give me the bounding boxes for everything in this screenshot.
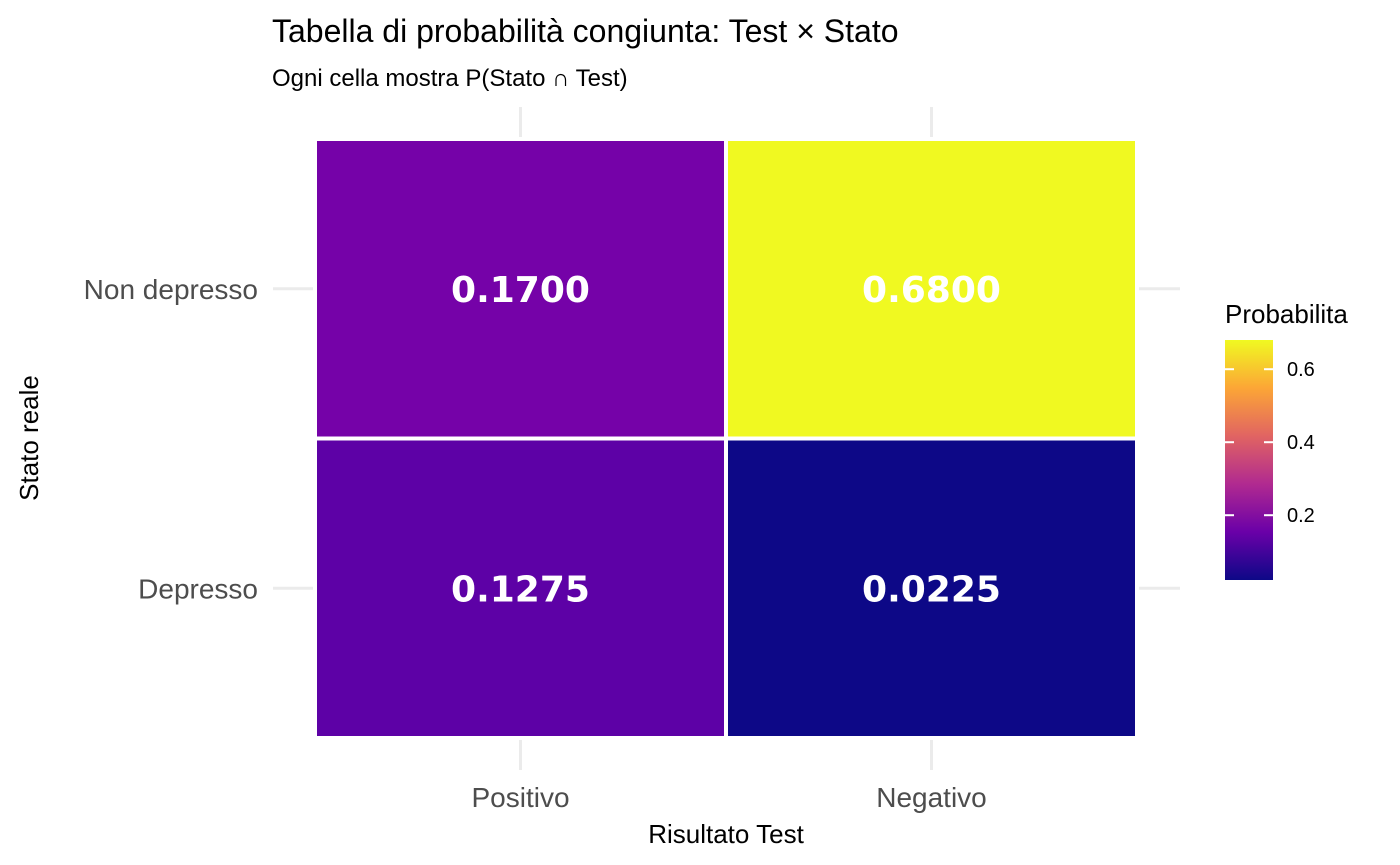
x-tick-label: Positivo (471, 782, 569, 813)
y-tick-label: Depresso (138, 573, 258, 604)
chart-subtitle: Ogni cella mostra P(Stato ∩ Test) (272, 65, 628, 92)
chart-title: Tabella di probabilità congiunta: Test ×… (272, 13, 899, 49)
x-tick-label: Negativo (876, 782, 987, 813)
legend-tick-label: 0.6 (1287, 359, 1315, 381)
y-tick-label: Non depresso (84, 274, 258, 305)
legend-tick-label: 0.2 (1287, 505, 1315, 527)
y-axis-title: Stato reale (14, 375, 44, 501)
heatmap-cell (724, 436, 1139, 740)
heatmap-cell (313, 137, 728, 441)
legend-title: Probabilita (1225, 299, 1348, 329)
cell-labels: 0.1700 0.6800 0.1275 0.0225 (451, 270, 1001, 611)
cell-value-label: 0.0225 (862, 569, 1001, 610)
y-axis-ticks: Non depresso Depresso (84, 274, 258, 605)
legend-colorbar (1225, 340, 1273, 580)
heatmap-cells (313, 137, 1139, 740)
x-axis-title: Risultato Test (648, 819, 804, 849)
cell-value-label: 0.1275 (451, 569, 590, 610)
x-axis-ticks: Positivo Negativo (471, 782, 986, 813)
legend-ticks: 0.2 0.4 0.6 (1225, 359, 1315, 527)
cell-value-label: 0.6800 (862, 270, 1001, 311)
legend-tick-label: 0.4 (1287, 432, 1315, 454)
cell-value-label: 0.1700 (451, 270, 590, 311)
heatmap-cell (313, 436, 728, 740)
color-legend: Probabilita 0.2 0.4 0.6 (1225, 299, 1348, 580)
